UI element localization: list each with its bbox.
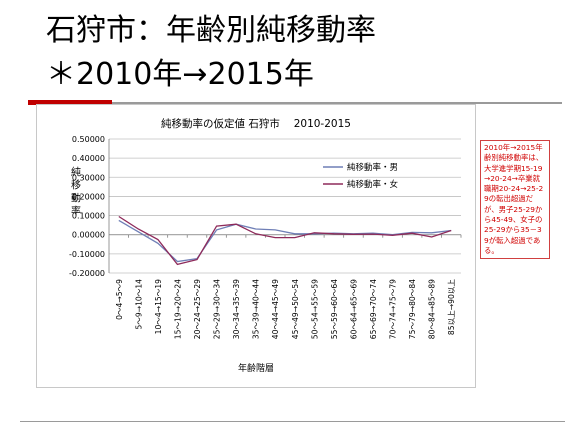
x-tick-label: 10～4→15～19 bbox=[154, 279, 163, 335]
x-tick-label: 65～69→70～74 bbox=[369, 279, 378, 339]
y-axis-ticks: 0.50000 0.40000 0.30000 0.20000 0.10000 0.000… bbox=[69, 135, 105, 278]
x-tick-label: 0～4→5～9 bbox=[115, 279, 124, 320]
y-axis-label-char: 移 bbox=[71, 179, 81, 192]
slide-subtitle: ＊2010年→2015年 bbox=[46, 57, 314, 92]
legend-label: 純移動率・男 bbox=[347, 162, 398, 173]
chart-frame: 純移動率の仮定値 石狩市 2010-2015 0.50000 0.40000 0.3… bbox=[36, 104, 476, 388]
x-tick-label: 30～34→35～39 bbox=[232, 279, 241, 339]
x-tick-label: 85以上→90以上 bbox=[447, 279, 456, 335]
x-tick-label: 80～84→85～89 bbox=[428, 279, 437, 339]
title-accent-bar bbox=[28, 100, 112, 105]
title-divider bbox=[112, 102, 562, 104]
x-axis-label: 年齢階層 bbox=[238, 362, 274, 374]
chart-gridlines bbox=[108, 138, 461, 274]
x-tick-label: 45～49→50～54 bbox=[291, 279, 300, 339]
series-line-1 bbox=[118, 215, 452, 266]
annotation-note: 2010年→2015年齢別純移動率は、大学進学期15-19→20-24→卒業就職… bbox=[480, 140, 550, 260]
series-line-0 bbox=[118, 219, 452, 263]
x-tick-label: 25～29→30～34 bbox=[213, 279, 222, 339]
x-tick-label: 15～19→20～24 bbox=[173, 279, 182, 339]
x-axis-ticks: 0～4→5～9 5～9→10～14 10～4→15～19 15～19→20～24 20～… bbox=[115, 234, 462, 339]
y-tick-label: -0.20000 bbox=[69, 269, 105, 278]
y-axis-label-char: 率 bbox=[71, 205, 81, 218]
slide-title: 石狩市：年齢別純移動率 bbox=[46, 13, 376, 48]
x-tick-label: 60～64→65～69 bbox=[349, 279, 358, 339]
x-tick-label: 55～59→60～64 bbox=[330, 279, 339, 339]
y-tick-label: 0.10000 bbox=[72, 212, 105, 221]
x-tick-label: 70～74→75～79 bbox=[389, 279, 398, 339]
y-tick-label: 0.50000 bbox=[72, 135, 105, 144]
y-axis-label-char: 純 bbox=[71, 166, 81, 179]
y-tick-label: 0.30000 bbox=[72, 173, 105, 182]
chart-title: 純移動率の仮定値 石狩市 2010-2015 bbox=[161, 117, 351, 130]
y-tick-label: -0.10000 bbox=[69, 250, 105, 259]
series-lines bbox=[118, 215, 452, 266]
x-tick-label: 50～54→55～59 bbox=[310, 279, 319, 339]
line-chart: 純移動率の仮定値 石狩市 2010-2015 0.50000 0.40000 0.3… bbox=[69, 117, 462, 374]
y-tick-label: 0.40000 bbox=[72, 154, 105, 163]
y-axis-label-char: 動 bbox=[71, 192, 81, 205]
x-tick-label: 40～44→45～49 bbox=[271, 279, 280, 339]
x-tick-label: 75～79→80～84 bbox=[408, 279, 417, 339]
footer-divider bbox=[20, 421, 565, 422]
x-tick-label: 5～9→10～14 bbox=[134, 279, 143, 330]
y-tick-label: 0.00000 bbox=[72, 231, 105, 240]
legend-label: 純移動率・女 bbox=[347, 179, 399, 190]
x-tick-label: 35～39→40～44 bbox=[252, 279, 261, 339]
x-tick-label: 20～24→25～29 bbox=[193, 279, 202, 339]
y-tick-label: 0.20000 bbox=[72, 192, 105, 201]
y-axis-label: 純移動率 bbox=[71, 166, 81, 218]
